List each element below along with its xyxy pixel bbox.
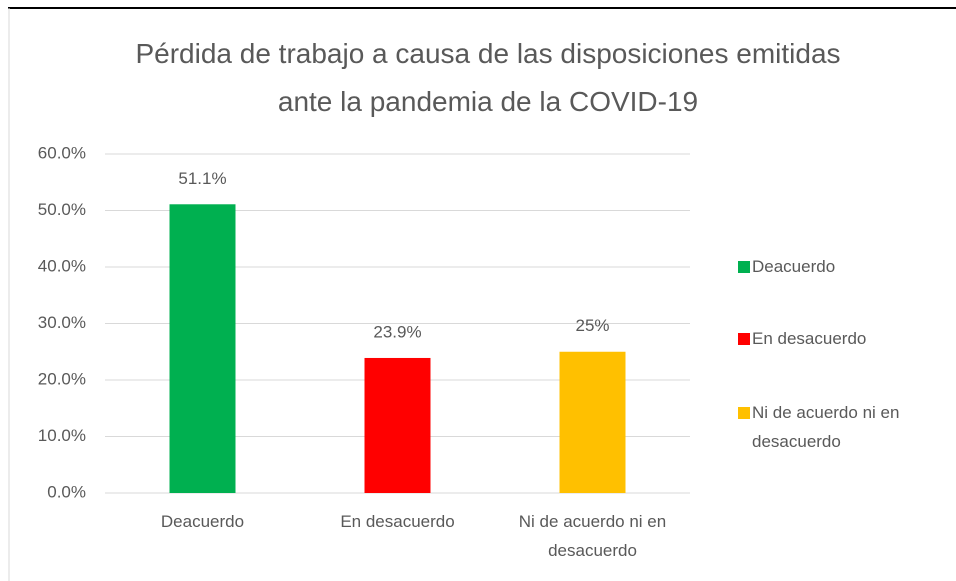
- y-tick-label: 60.0%: [38, 143, 86, 162]
- y-tick-label: 40.0%: [38, 256, 86, 275]
- bar: [364, 357, 431, 493]
- chart-title: Pérdida de trabajo a causa de las dispos…: [135, 38, 841, 117]
- legend-label: En desacuerdo: [752, 329, 867, 348]
- data-label: 51.1%: [178, 169, 226, 188]
- y-tick-label: 0.0%: [47, 482, 86, 501]
- y-tick-label: 30.0%: [38, 313, 86, 332]
- bar: [559, 351, 626, 493]
- legend-swatch: [738, 333, 750, 345]
- data-label: 23.9%: [373, 322, 421, 341]
- data-label: 25%: [575, 316, 609, 335]
- x-tick-label: Ni de acuerdo ni en desacuerdo: [518, 512, 667, 560]
- legend-label: Ni de acuerdo ni en desacuerdo: [752, 403, 900, 451]
- x-tick-label: En desacuerdo: [340, 512, 455, 531]
- bar: [169, 204, 236, 493]
- legend-swatch: [738, 407, 750, 419]
- legend-swatch: [738, 261, 750, 273]
- legend-label: Deacuerdo: [752, 257, 836, 276]
- y-tick-label: 50.0%: [38, 200, 86, 219]
- y-tick-label: 20.0%: [38, 369, 86, 388]
- y-tick-label: 10.0%: [38, 426, 86, 445]
- x-tick-label: Deacuerdo: [160, 512, 245, 531]
